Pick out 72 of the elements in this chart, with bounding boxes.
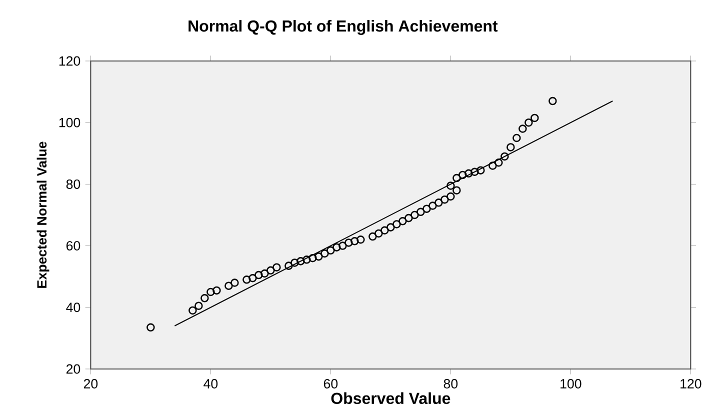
point — [524, 118, 533, 127]
y-tick-label: 100 — [59, 118, 80, 128]
point — [518, 124, 527, 133]
point — [416, 208, 425, 216]
point — [248, 274, 257, 282]
point — [242, 276, 251, 284]
point — [146, 323, 155, 332]
x-tick-label: 80 — [444, 379, 458, 388]
point — [314, 252, 323, 261]
point — [512, 134, 521, 142]
point — [326, 246, 335, 255]
x-tick-label: 120 — [680, 379, 702, 388]
point — [410, 210, 419, 220]
point — [272, 263, 281, 272]
point — [254, 270, 263, 280]
point — [308, 254, 317, 262]
point — [206, 288, 215, 296]
x-tick-label: 20 — [84, 379, 98, 388]
y-tick-label: 80 — [66, 179, 80, 189]
point — [284, 262, 293, 270]
y-tick-label: 40 — [66, 302, 80, 312]
point — [440, 195, 449, 204]
point — [386, 223, 395, 232]
x-tick-label: 60 — [324, 379, 338, 388]
point — [296, 257, 305, 266]
point — [290, 258, 299, 267]
point — [422, 204, 431, 213]
point — [452, 186, 461, 194]
point — [380, 226, 389, 235]
point — [188, 306, 197, 315]
point — [446, 192, 455, 201]
point — [494, 158, 503, 167]
point — [320, 249, 329, 258]
point — [488, 162, 497, 170]
point — [302, 256, 311, 264]
point — [368, 232, 377, 241]
point — [470, 168, 479, 176]
point — [356, 235, 365, 244]
point — [200, 294, 209, 302]
x-tick-label: 100 — [560, 379, 582, 388]
point — [224, 282, 233, 290]
point — [506, 143, 515, 152]
point — [230, 278, 239, 287]
point — [500, 152, 509, 161]
point — [212, 286, 221, 295]
y-axis-title: Expected Normal Value — [36, 142, 50, 288]
point — [338, 242, 347, 250]
point — [260, 269, 269, 278]
point — [350, 237, 359, 246]
y-tick-label: 60 — [66, 241, 80, 251]
x-tick-label: 40 — [204, 379, 218, 388]
point — [398, 217, 407, 226]
point — [434, 198, 443, 207]
point — [374, 229, 383, 238]
x-axis-title: Observed Value — [331, 392, 450, 404]
chart-title: Normal Q-Q Plot of English Achievement — [188, 20, 498, 35]
point — [194, 302, 203, 310]
point — [344, 238, 353, 247]
point — [476, 166, 485, 174]
point — [458, 170, 467, 180]
point — [332, 243, 341, 252]
point — [548, 96, 557, 106]
point — [392, 220, 401, 228]
point — [446, 182, 455, 190]
point — [452, 174, 461, 182]
point — [530, 114, 539, 122]
point — [404, 214, 413, 222]
point — [464, 169, 473, 178]
y-tick-label: 20 — [66, 364, 80, 374]
y-tick-label: 120 — [59, 56, 80, 66]
point — [266, 266, 275, 275]
point — [428, 202, 437, 210]
